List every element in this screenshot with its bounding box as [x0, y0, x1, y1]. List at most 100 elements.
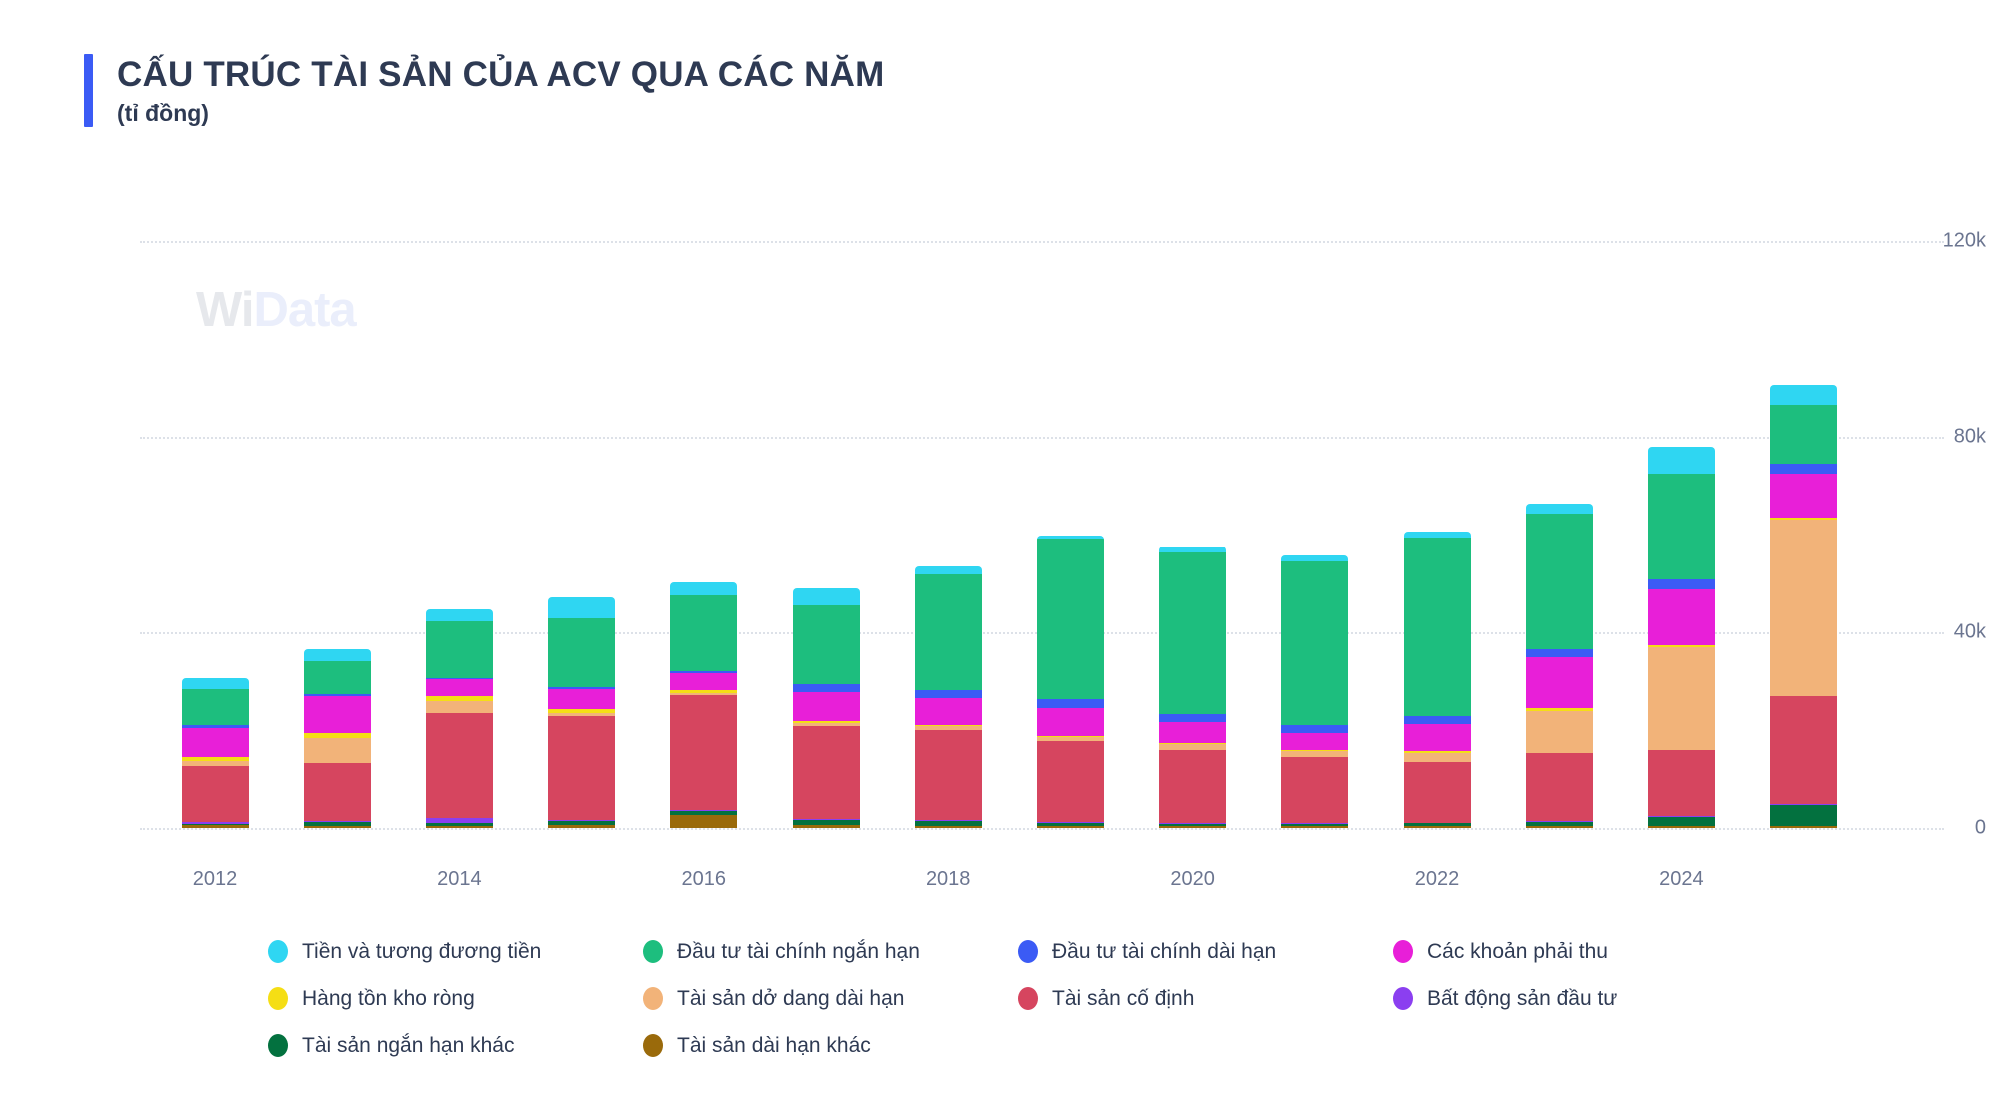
- bar-segment[interactable]: [1525, 514, 1593, 649]
- bar-segment[interactable]: [425, 818, 493, 823]
- bar-segment[interactable]: [181, 688, 249, 725]
- bar-segment[interactable]: [303, 825, 371, 828]
- bar-segment[interactable]: [1525, 708, 1593, 711]
- bar-segment[interactable]: [792, 726, 860, 819]
- bar-segment[interactable]: [1403, 823, 1471, 827]
- bar-segment[interactable]: [303, 822, 371, 826]
- bar-segment[interactable]: [670, 815, 738, 828]
- bar-segment[interactable]: [1159, 742, 1227, 744]
- bar-segment[interactable]: [792, 721, 860, 723]
- bar-segment[interactable]: [1647, 816, 1715, 817]
- bar-segment[interactable]: [548, 824, 616, 828]
- bar-segment[interactable]: [914, 825, 982, 828]
- bar-segment[interactable]: [1770, 696, 1838, 805]
- bar-segment[interactable]: [1403, 751, 1471, 753]
- bar-segment[interactable]: [670, 670, 738, 673]
- bar-segment[interactable]: [1403, 752, 1471, 762]
- bar-segment[interactable]: [1036, 741, 1104, 823]
- bar-segment[interactable]: [181, 757, 249, 761]
- bar-segment[interactable]: [425, 695, 493, 701]
- bar-segment[interactable]: [1647, 447, 1715, 475]
- bar-2016[interactable]: [670, 581, 738, 828]
- bar-segment[interactable]: [1036, 536, 1104, 540]
- bar-segment[interactable]: [1036, 825, 1104, 828]
- bar-segment[interactable]: [1770, 517, 1838, 521]
- bar-segment[interactable]: [792, 587, 860, 605]
- bar-segment[interactable]: [792, 604, 860, 684]
- bar-segment[interactable]: [1403, 537, 1471, 717]
- bar-segment[interactable]: [792, 722, 860, 727]
- bar-segment[interactable]: [1403, 826, 1471, 828]
- legend-item[interactable]: Tài sản dài hạn khác: [643, 1022, 1018, 1069]
- bar-2013[interactable]: [303, 649, 371, 828]
- bar-segment[interactable]: [181, 724, 249, 728]
- bar-segment[interactable]: [1159, 713, 1227, 723]
- bar-2015[interactable]: [548, 597, 616, 828]
- bar-segment[interactable]: [1647, 750, 1715, 817]
- bar-segment[interactable]: [792, 683, 860, 693]
- bar-segment[interactable]: [1281, 732, 1349, 751]
- bar-segment[interactable]: [670, 690, 738, 693]
- bar-segment[interactable]: [1159, 749, 1227, 823]
- bar-segment[interactable]: [548, 597, 616, 618]
- bar-segment[interactable]: [1770, 385, 1838, 405]
- bar-segment[interactable]: [1525, 710, 1593, 753]
- bar-segment[interactable]: [425, 608, 493, 622]
- bar-segment[interactable]: [425, 825, 493, 828]
- bar-segment[interactable]: [181, 823, 249, 826]
- bar-segment[interactable]: [914, 726, 982, 730]
- bar-segment[interactable]: [1525, 648, 1593, 657]
- bar-segment[interactable]: [303, 762, 371, 821]
- bar-segment[interactable]: [1281, 823, 1349, 827]
- bar-segment[interactable]: [425, 678, 493, 696]
- bar-2022[interactable]: [1403, 531, 1471, 828]
- legend-item[interactable]: Tài sản dở dang dài hạn: [643, 975, 1018, 1022]
- bar-segment[interactable]: [303, 649, 371, 662]
- bar-segment[interactable]: [1159, 822, 1227, 824]
- bar-segment[interactable]: [1281, 724, 1349, 733]
- bar-segment[interactable]: [670, 692, 738, 696]
- bar-segment[interactable]: [1525, 752, 1593, 822]
- bar-segment[interactable]: [914, 573, 982, 691]
- bar-segment[interactable]: [1036, 699, 1104, 708]
- bar-2020[interactable]: [1159, 546, 1227, 828]
- bar-segment[interactable]: [1159, 743, 1227, 750]
- bar-segment[interactable]: [1036, 736, 1104, 742]
- bar-segment[interactable]: [548, 716, 616, 821]
- legend-item[interactable]: Các khoản phải thu: [1393, 928, 1768, 975]
- bar-segment[interactable]: [914, 690, 982, 699]
- bar-2018[interactable]: [914, 566, 982, 828]
- legend-item[interactable]: Hàng tồn kho ròng: [268, 975, 643, 1022]
- bar-segment[interactable]: [548, 820, 616, 822]
- bar-segment[interactable]: [1647, 579, 1715, 589]
- bar-segment[interactable]: [425, 700, 493, 713]
- bar-segment[interactable]: [548, 688, 616, 709]
- bar-segment[interactable]: [425, 621, 493, 678]
- bar-segment[interactable]: [1770, 473, 1838, 518]
- bar-segment[interactable]: [1403, 716, 1471, 725]
- bar-segment[interactable]: [1159, 546, 1227, 553]
- bar-segment[interactable]: [425, 822, 493, 826]
- bar-segment[interactable]: [1647, 474, 1715, 580]
- bar-segment[interactable]: [548, 687, 616, 689]
- bar-2014[interactable]: [425, 608, 493, 828]
- legend-item[interactable]: Tài sản cố định: [1018, 975, 1393, 1022]
- bar-segment[interactable]: [181, 825, 249, 828]
- bar-segment[interactable]: [792, 818, 860, 820]
- bar-segment[interactable]: [670, 811, 738, 816]
- bar-segment[interactable]: [670, 581, 738, 595]
- bar-segment[interactable]: [1403, 724, 1471, 752]
- bar-segment[interactable]: [548, 708, 616, 713]
- bar-segment[interactable]: [1770, 463, 1838, 474]
- bar-segment[interactable]: [1525, 504, 1593, 515]
- bar-segment[interactable]: [1159, 826, 1227, 828]
- bar-segment[interactable]: [1281, 822, 1349, 824]
- bar-segment[interactable]: [548, 712, 616, 717]
- bar-segment[interactable]: [303, 820, 371, 823]
- bar-segment[interactable]: [670, 695, 738, 811]
- bar-segment[interactable]: [1036, 735, 1104, 737]
- bar-segment[interactable]: [1281, 750, 1349, 757]
- legend-item[interactable]: Đầu tư tài chính ngắn hạn: [643, 928, 1018, 975]
- bar-segment[interactable]: [1403, 822, 1471, 824]
- bar-segment[interactable]: [181, 727, 249, 758]
